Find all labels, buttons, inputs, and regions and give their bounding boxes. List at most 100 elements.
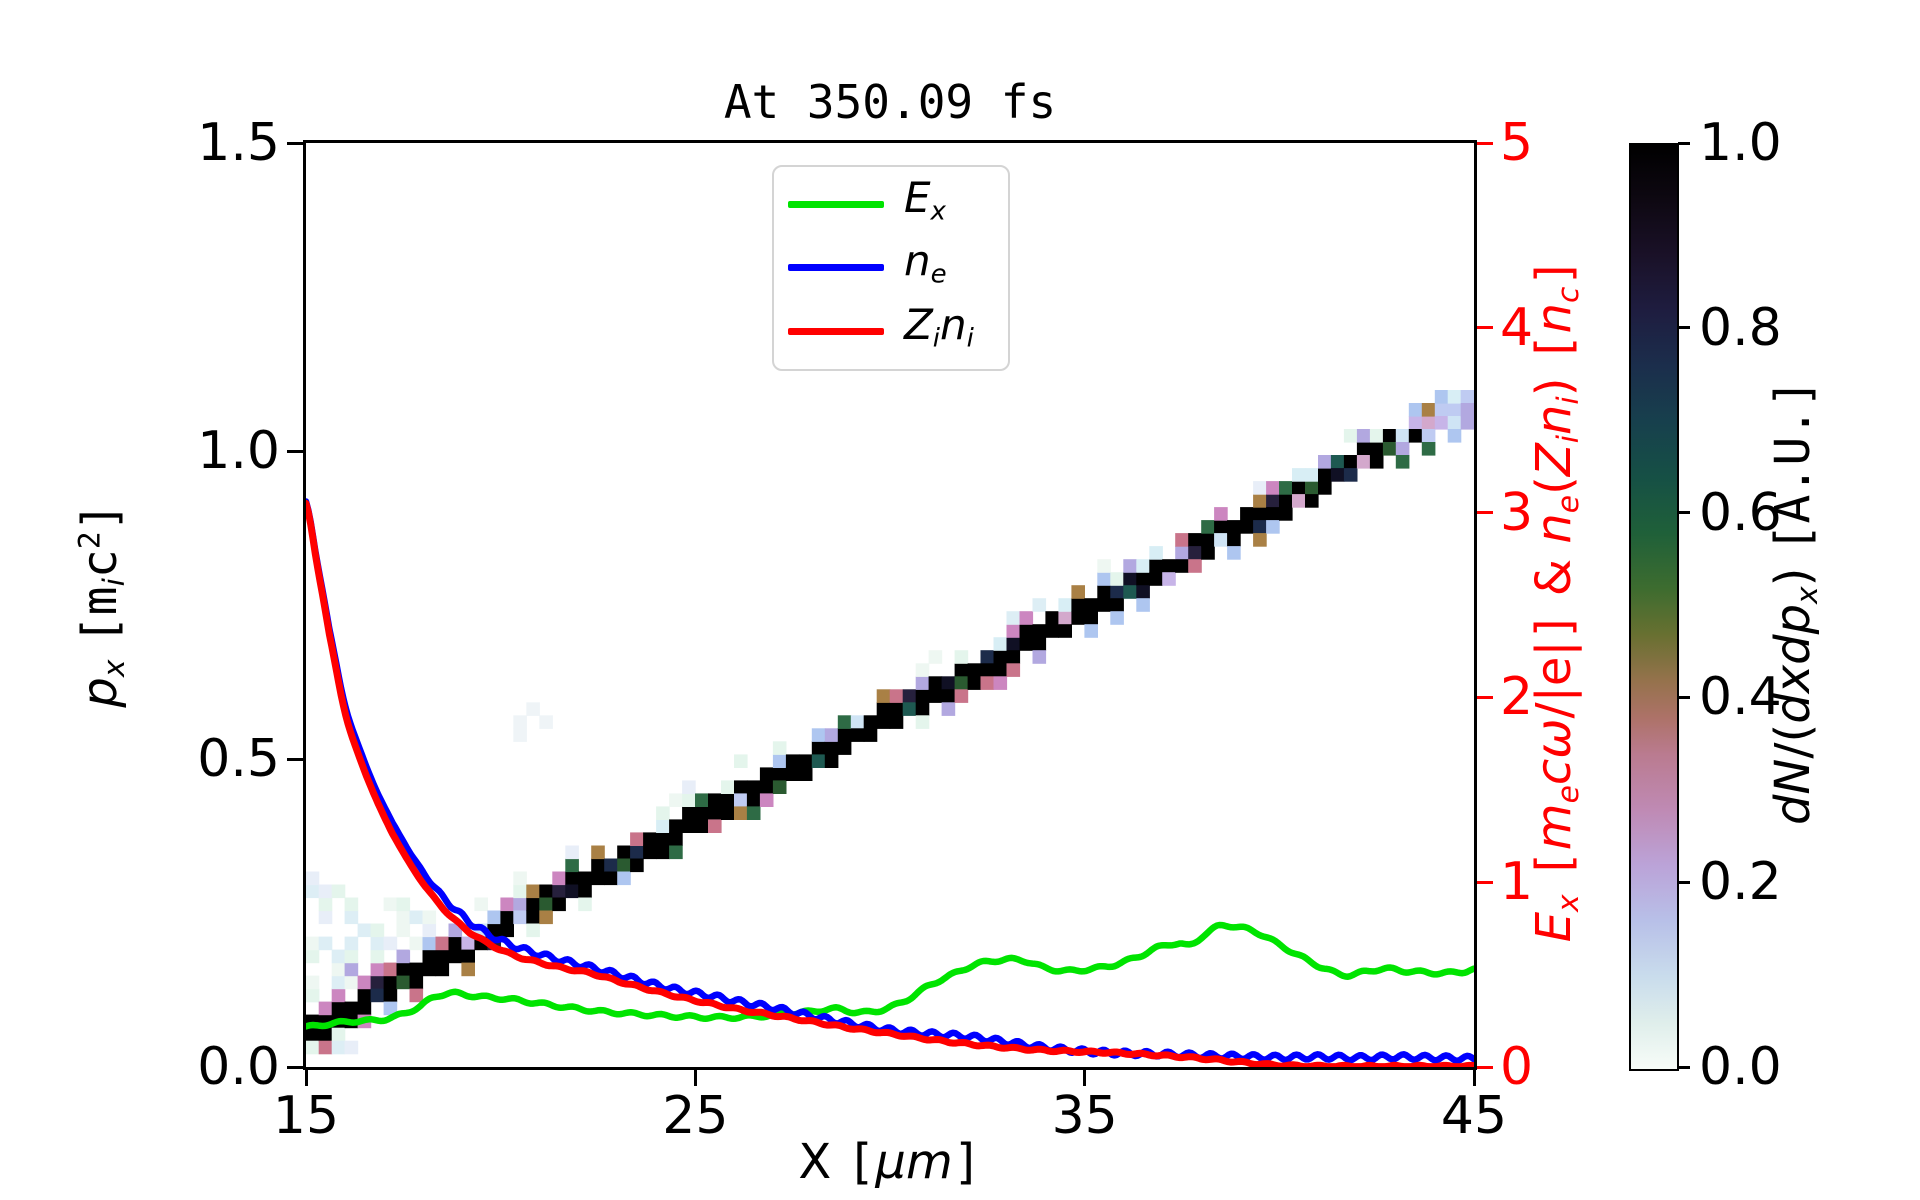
text-segment: m (905, 1134, 953, 1190)
heatmap-cell (915, 663, 930, 677)
text-segment: [ (71, 615, 128, 645)
heatmap-cell (539, 715, 553, 729)
heatmap-cell (1382, 429, 1397, 443)
heatmap-cell (331, 949, 346, 964)
heatmap-cell (746, 793, 761, 807)
heatmap-cell (993, 637, 1008, 651)
heatmap-cell (1240, 507, 1254, 521)
heatmap-cell (617, 871, 631, 886)
text-segment: ) (1764, 552, 1821, 587)
heatmap-cell (1071, 598, 1085, 612)
heatmap-cell (643, 832, 657, 846)
heatmap-cell (383, 975, 398, 990)
heatmap-cell (656, 819, 670, 833)
colorbar-tick (1677, 1065, 1690, 1069)
heatmap-cell (721, 806, 735, 820)
heatmap-cell (993, 650, 1008, 664)
heatmap-cell (967, 663, 982, 677)
heatmap-cell (1356, 429, 1371, 443)
heatmap-cell (1188, 546, 1202, 560)
heatmap-cell (1266, 520, 1280, 534)
heatmap-cell (1266, 507, 1280, 521)
heatmap-cell (1084, 598, 1098, 612)
heatmap-cell (669, 819, 683, 833)
colorbar-tick (1677, 141, 1690, 145)
heatmap-cell (500, 910, 514, 925)
heatmap-cell (396, 910, 411, 925)
text-segment: x (930, 196, 946, 227)
heatmap-cell (980, 676, 995, 690)
heatmap-cell (682, 793, 696, 807)
heatmap-cell (539, 897, 553, 912)
x-tick (693, 1070, 697, 1086)
y-left-tick-label: 0.0 (197, 1037, 280, 1097)
heatmap-cell (565, 845, 579, 860)
heatmap-cell (993, 663, 1008, 677)
heatmap-cell (902, 702, 917, 716)
curve-Zini (306, 499, 1474, 1067)
heatmap-cell (798, 754, 813, 768)
heatmap-cell (357, 923, 372, 938)
colorbar-tick (1677, 326, 1690, 330)
heatmap-cell (539, 910, 553, 925)
text-segment: x (1764, 664, 1821, 694)
y-left-tick (287, 449, 303, 453)
heatmap-cell (500, 897, 514, 912)
y-right-tick (1477, 1065, 1493, 1069)
text-segment: n (1525, 404, 1582, 435)
heatmap-cell (306, 949, 320, 964)
heatmap-cell (1110, 598, 1124, 612)
heatmap-cell (980, 663, 995, 677)
text-segment: m (71, 586, 128, 616)
heatmap-cell (1292, 468, 1306, 482)
text-segment: [A.U.] (1764, 378, 1821, 553)
heatmap-cell (331, 975, 346, 990)
heatmap-cell (1227, 546, 1241, 560)
heatmap-cell (396, 923, 411, 938)
heatmap-cell (1175, 533, 1189, 547)
heatmap-cell (1019, 637, 1034, 651)
heatmap-cell (370, 949, 385, 964)
x-tick-label: 15 (272, 1086, 340, 1146)
text-segment (72, 644, 128, 659)
text-segment: ( (1525, 476, 1582, 495)
heatmap-cell (785, 767, 800, 781)
heatmap-cell (1214, 520, 1228, 534)
heatmap-cell (889, 702, 904, 716)
heatmap-cell (461, 936, 475, 951)
heatmap-cell (526, 897, 540, 912)
heatmap-cell (1227, 533, 1241, 547)
heatmap-cell (772, 780, 787, 794)
text-segment: /|e| (1525, 640, 1582, 719)
heatmap-cell (591, 871, 605, 886)
curves (306, 498, 1474, 1067)
heatmap-cell (1343, 468, 1358, 482)
text-segment: n (1525, 302, 1582, 334)
text-segment: i (1551, 396, 1587, 405)
heatmap-cell (1071, 611, 1085, 625)
heatmap-cell (1032, 598, 1047, 612)
heatmap-cell (1292, 494, 1306, 508)
heatmap-cell (1084, 624, 1098, 638)
heatmap-cell (539, 884, 553, 899)
heatmap-cell (331, 1040, 346, 1055)
heatmap-cell (1045, 624, 1059, 638)
heatmap-cell (1305, 494, 1319, 508)
heatmap-cell (967, 676, 982, 690)
text-segment: c (1525, 758, 1582, 786)
heatmap-cell (591, 858, 605, 873)
text-segment: ] (71, 502, 128, 532)
heatmap-cell (695, 819, 709, 833)
heatmap-cell (863, 728, 878, 742)
heatmap-cell (1447, 416, 1462, 430)
heatmap-cell (306, 988, 320, 1003)
legend-line-sample (788, 201, 884, 209)
heatmap-cell (1343, 455, 1358, 469)
heatmap-cell (876, 689, 891, 703)
x-tick (1083, 1070, 1087, 1086)
heatmap-cell (565, 858, 579, 873)
heatmap-cell (578, 897, 592, 912)
heatmap-cell (721, 780, 735, 794)
y-right-tick-label: 5 (1500, 113, 1534, 173)
legend-item-label: Zini (904, 302, 974, 360)
